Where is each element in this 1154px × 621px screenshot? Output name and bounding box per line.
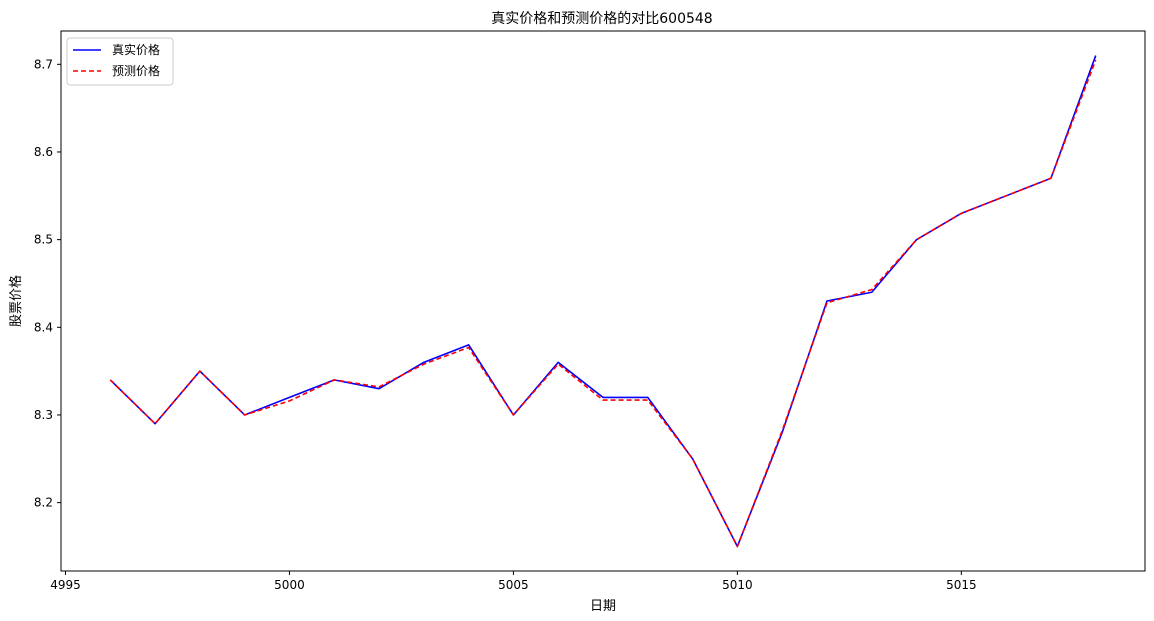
y-tick-label: 8.3 (34, 408, 53, 422)
legend: 真实价格 预测价格 (66, 37, 174, 86)
x-tick-label: 5015 (946, 578, 977, 592)
y-tick-label: 8.4 (34, 320, 53, 334)
x-axis-ticks: 4995 5000 5005 5010 5015 (50, 571, 977, 592)
series-line-predicted (109, 59, 1097, 548)
legend-label-predicted: 预测价格 (112, 63, 160, 78)
y-tick-label: 8.6 (34, 145, 53, 159)
x-tick-label: 5000 (274, 578, 305, 592)
y-tick-label: 8.7 (34, 57, 53, 71)
legend-label-real: 真实价格 (112, 42, 160, 57)
x-tick-label: 4995 (50, 578, 81, 592)
chart-title: 真实价格和预测价格的对比600548 (491, 11, 712, 27)
x-tick-label: 5010 (722, 578, 753, 592)
plot-area (60, 30, 1146, 572)
series-layer (109, 55, 1097, 548)
y-tick-label: 8.2 (34, 496, 53, 510)
y-tick-label: 8.5 (34, 233, 53, 247)
y-axis-label: 股票价格 (8, 275, 24, 327)
y-axis-ticks: 8.2 8.3 8.4 8.5 8.6 8.7 (34, 57, 61, 510)
x-tick-label: 5005 (498, 578, 529, 592)
x-axis-label: 日期 (590, 599, 616, 614)
